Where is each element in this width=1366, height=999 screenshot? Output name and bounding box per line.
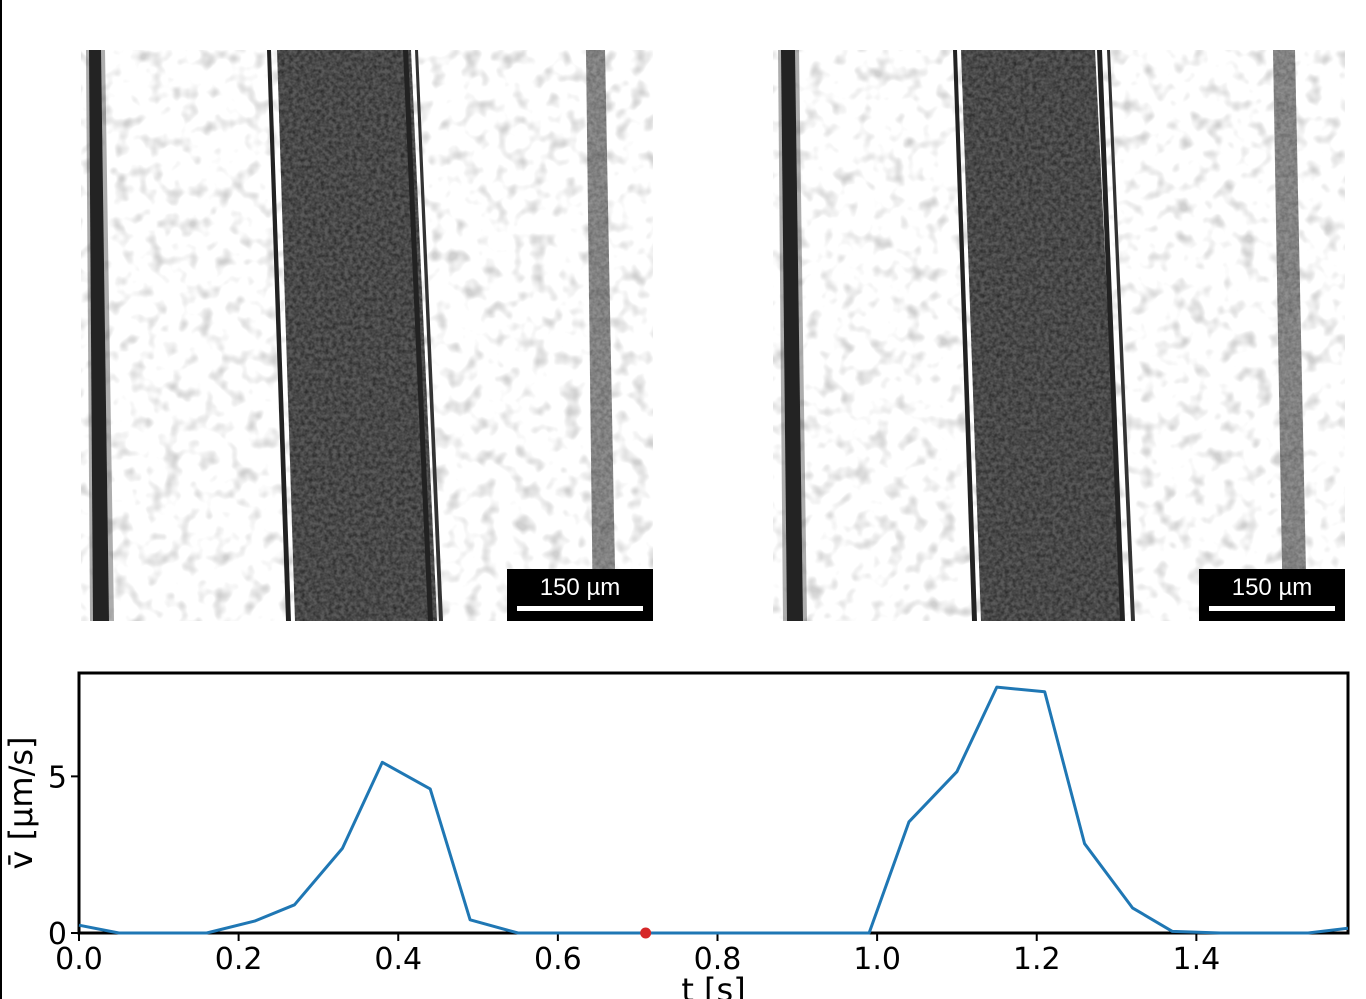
- y-tick-label: 0: [48, 917, 67, 952]
- x-tick-label: 0.2: [215, 942, 263, 977]
- x-axis-label: t [s]: [681, 971, 745, 999]
- x-tick-label: 0.4: [374, 942, 422, 977]
- microscopy-image-right-graphic: [773, 50, 1345, 621]
- scale-bar-label-left: 150 µm: [539, 574, 621, 601]
- scale-bar-line-right: [1209, 606, 1335, 611]
- x-tick-label: 1.4: [1172, 942, 1220, 977]
- microscopy-image-right: 150 µm: [773, 50, 1345, 621]
- y-tick-label: 5: [48, 760, 67, 795]
- x-tick-label: 1.0: [853, 942, 901, 977]
- microscopy-image-left: 150 µm: [81, 50, 653, 621]
- x-tick-label: 1.2: [1013, 942, 1061, 977]
- scale-bar-line-left: [517, 606, 643, 611]
- figure-left-border: [0, 0, 2, 999]
- x-tick-label: 0.6: [534, 942, 582, 977]
- microscopy-image-left-graphic: [81, 50, 653, 621]
- current-time-marker: [640, 927, 652, 939]
- scale-bar-right: 150 µm: [1199, 569, 1345, 621]
- scale-bar-left: 150 µm: [507, 569, 653, 621]
- velocity-line-chart: 0.0 0.2 0.4 0.6 0.8 1.0 1.2 1.4 0 5 t [s] v̄ [µm/s]: [2, 671, 1350, 999]
- x-tick-label: 0.8: [694, 942, 742, 977]
- velocity-series-line: [78, 685, 1349, 935]
- x-tick-label: 0.0: [55, 942, 103, 977]
- plot-frame: [77, 671, 1350, 935]
- y-axis-label: v̄ [µm/s]: [2, 736, 40, 869]
- scale-bar-label-right: 150 µm: [1231, 574, 1313, 601]
